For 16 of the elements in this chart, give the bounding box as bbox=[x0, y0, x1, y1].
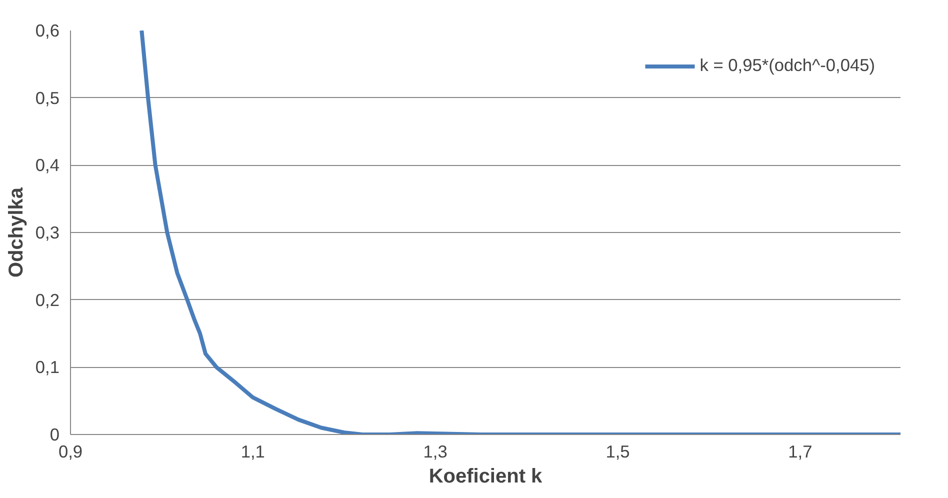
x-tick-label: 0,9 bbox=[58, 442, 83, 462]
y-tick-label: 0,3 bbox=[35, 222, 60, 242]
x-axis-title: Koeficient k bbox=[428, 466, 544, 488]
x-tick-label: 1,7 bbox=[788, 442, 812, 462]
y-tick-label: 0,1 bbox=[35, 357, 60, 378]
y-axis-title: Odchylka bbox=[5, 186, 28, 278]
line-series bbox=[140, 30, 900, 434]
legend-label: k = 0,95*(odch^-0,045) bbox=[700, 55, 875, 76]
y-tick-label: 0 bbox=[50, 424, 60, 444]
x-tick-label: 1,3 bbox=[423, 442, 448, 462]
x-tick-label: 1,5 bbox=[606, 442, 630, 462]
y-tick-label: 0,6 bbox=[35, 20, 60, 40]
y-tick-label: 0,5 bbox=[35, 88, 60, 108]
y-tick-label: 0,4 bbox=[35, 155, 60, 176]
y-tick-label: 0,2 bbox=[35, 290, 60, 310]
x-tick-label: 1,1 bbox=[240, 442, 265, 462]
